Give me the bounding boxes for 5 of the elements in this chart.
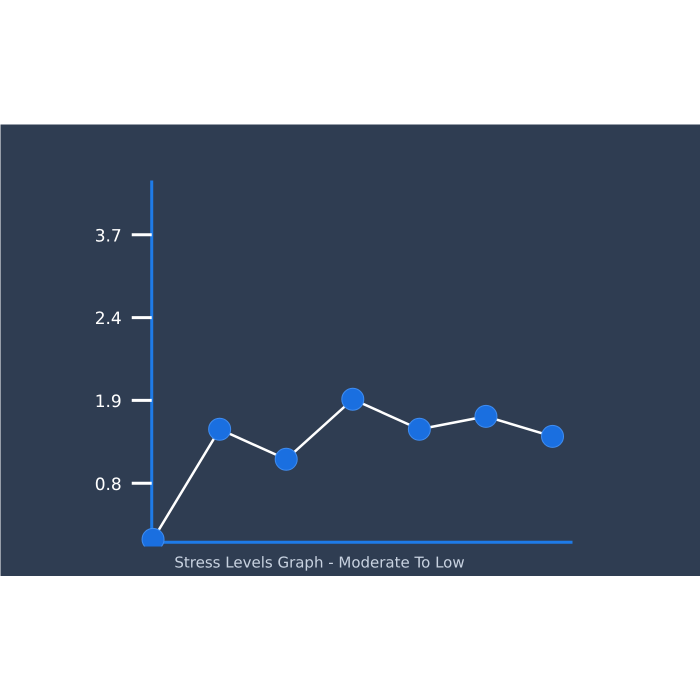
text: 0.8 [94, 474, 122, 495]
text: Stress Levels Graph - Moderate To Low [174, 554, 465, 572]
text: 2.4 [94, 309, 122, 330]
text: 3.7 [94, 226, 122, 246]
text: 1.9 [94, 392, 122, 412]
